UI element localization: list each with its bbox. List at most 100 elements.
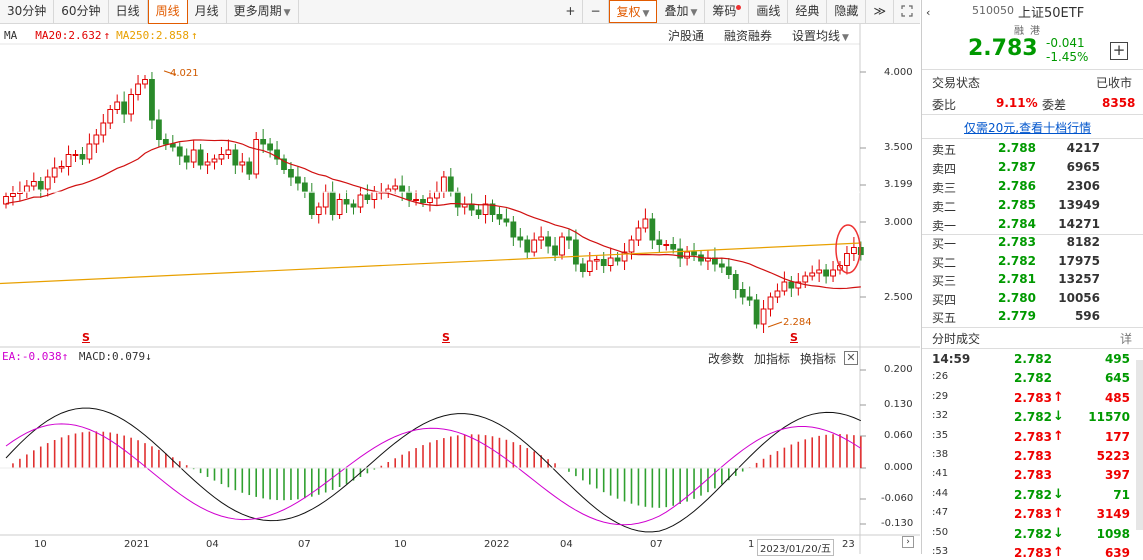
candle-body [204,161,211,166]
candle-body [218,154,225,160]
hugutong-link[interactable]: 沪股通 [668,29,705,43]
forward-icon[interactable]: ≫ [866,0,894,23]
s-mark: S [82,331,90,344]
candle-body [663,244,670,246]
edit-params-link[interactable]: 改参数 [708,352,745,366]
add-watchlist-button[interactable]: + [1110,42,1128,60]
macd-tick: 0.060 [884,430,913,441]
notification-dot-icon [736,5,742,10]
candle-body [10,193,16,197]
ten-level-link[interactable]: 仅需20元,查看十档行情 [964,121,1092,135]
tick-price: 2.783 [1014,507,1052,522]
macd-tick: 0.200 [884,364,913,375]
ask-level-label: 卖五 [932,143,957,157]
ask-volume: 6965 [1066,160,1100,174]
candle-body [121,101,128,115]
candle-body [406,191,413,200]
price-change: -0.041 [1046,36,1085,50]
candle-body [677,248,684,259]
candle-body [468,203,475,211]
stock-name: 上证50ETF [1018,6,1085,21]
candlestick-chart[interactable] [0,0,920,554]
bid-volume: 8182 [1066,235,1100,249]
candle-body [851,247,857,254]
candle-body [3,196,9,205]
tick-price: 2.783 [1014,468,1052,483]
more-periods-dropdown[interactable]: 更多周期 ▼ [227,0,299,23]
highlight-circle [835,224,861,274]
ma-legend: MA MA20:2.632 ↑ MA250:2.858 ↑ [0,26,860,44]
add-indicator-link[interactable]: 加指标 [754,352,791,366]
tick-scrollbar[interactable] [1136,360,1143,530]
back-arrow-icon[interactable]: ‹ [926,6,931,19]
macd-tick: -0.130 [881,518,914,529]
bid-price: 2.781 [998,272,1036,286]
ticks-header: 分时成交 [932,332,981,346]
candle-body [510,221,517,238]
candle-body [628,239,635,253]
candle-body [239,161,246,166]
candle-body [51,167,58,178]
tick-arrow-icon: ↓ [1053,409,1064,425]
ask-price: 2.784 [998,217,1036,231]
fuquan-dropdown[interactable]: 复权 ▼ [608,0,658,23]
candle-body [642,218,649,229]
bid-price: 2.783 [998,235,1036,249]
switch-indicator-link[interactable]: 换指标 [800,352,837,366]
x-tick: 1 [748,539,755,550]
close-icon[interactable]: ✕ [844,351,858,365]
bid-volume: 596 [1074,309,1100,323]
draw-line-button[interactable]: 画线 [749,0,789,23]
candle-body [357,194,364,208]
candle-body [635,227,642,241]
candle-body [183,155,190,163]
hide-button[interactable]: 隐藏 [827,0,867,23]
macd-value: MACD:0.079 [78,350,146,363]
period-week[interactable]: 周线 [147,0,188,24]
macd-tick: 0.000 [884,462,913,473]
candle-body [579,263,586,272]
zoom-in-button[interactable]: + [558,0,584,23]
candle-body [482,203,489,215]
set-ma-dropdown[interactable]: 设置均线 ▼ [792,27,849,44]
more-periods-label: 更多周期 [233,4,282,18]
zoom-out-button[interactable]: − [583,0,609,23]
tick-time: :29 [932,390,949,402]
x-tick: 23 [842,539,855,550]
candle-body [100,122,107,136]
period-30min[interactable]: 30分钟 [0,0,55,23]
period-60min[interactable]: 60分钟 [54,0,109,23]
candle-body [329,191,336,215]
candle-body [72,154,79,156]
overlay-dropdown[interactable]: 叠加 ▼ [657,0,706,23]
ma-label: MA [4,28,18,42]
candle-body [225,149,232,155]
tick-volume: 397 [1104,468,1130,483]
classic-button[interactable]: 经典 [788,0,828,23]
tick-time: :50 [932,526,949,538]
low-label: 2.284 [783,317,812,328]
tick-price: 2.783 [1014,449,1052,463]
candle-body [65,154,72,167]
fullscreen-icon[interactable] [894,0,920,23]
chips-button[interactable]: 筹码 [705,0,750,23]
candle-body [246,161,253,175]
candle-body [434,191,440,199]
period-month[interactable]: 月线 [188,0,227,23]
scroll-right-icon[interactable]: › [902,536,914,548]
price-tick: 2.500 [884,292,913,303]
candle-body [621,251,628,262]
period-day[interactable]: 日线 [109,0,148,23]
candle-body [566,236,572,241]
last-price: 2.783 [968,36,1038,61]
candle-body [30,181,37,187]
ticks-detail-button[interactable]: 详 [1120,332,1133,346]
margin-trading-link[interactable]: 融资融券 [724,29,773,43]
x-tick: 2021 [124,539,150,550]
candle-body [586,260,593,272]
tick-volume: 71 [1113,487,1130,502]
candle-body [823,269,830,277]
candle-body [260,139,267,145]
tick-volume: 639 [1104,546,1130,560]
ask-volume: 4217 [1066,141,1100,155]
